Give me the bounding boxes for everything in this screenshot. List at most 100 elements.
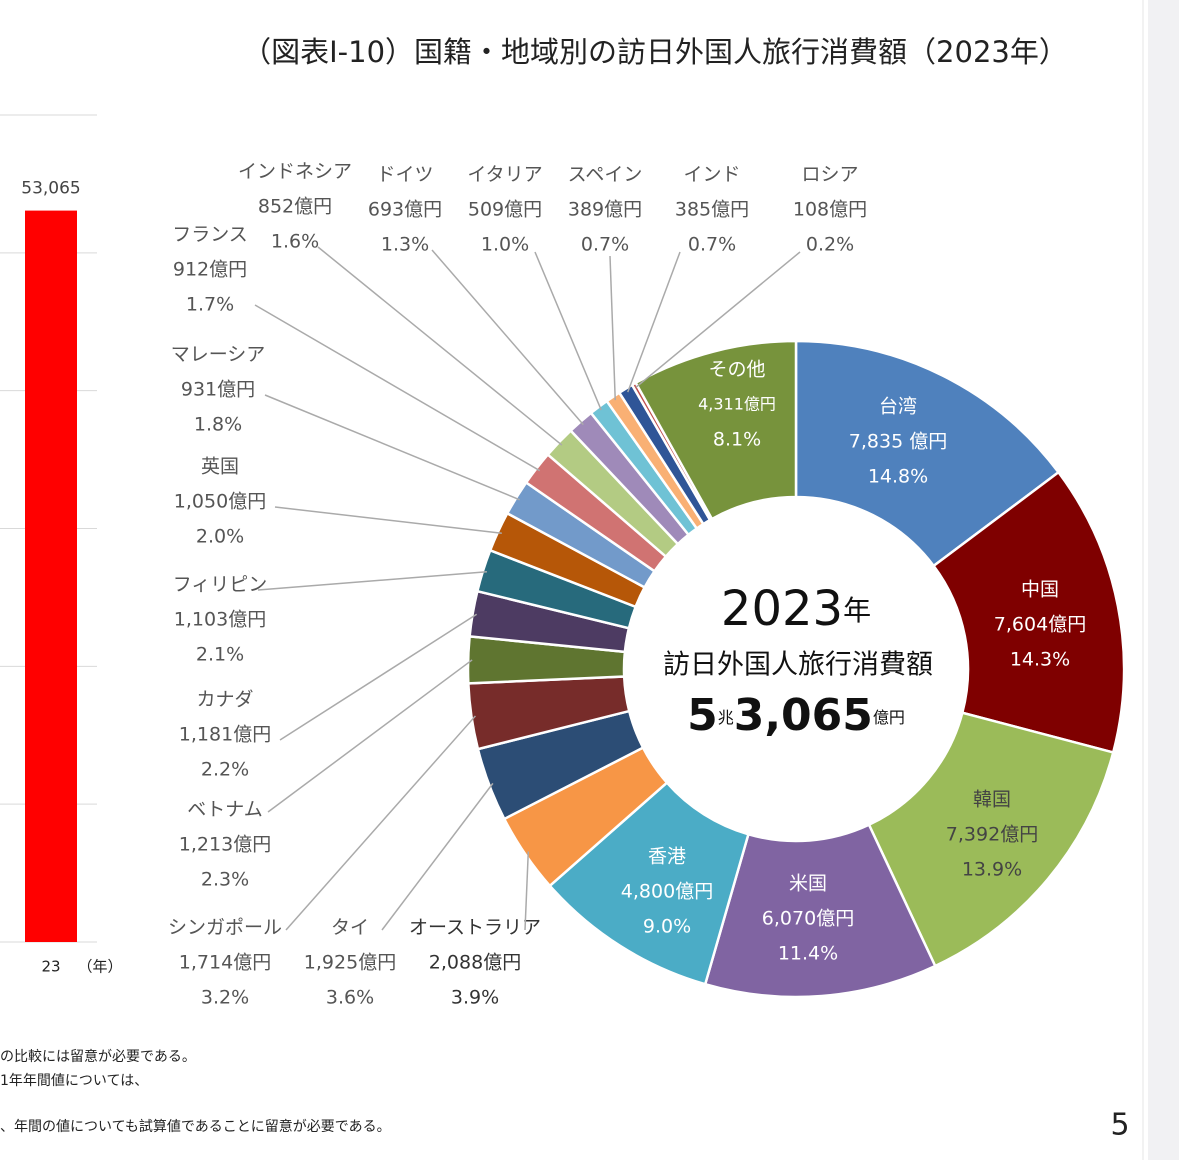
value-label: 7,392億円 [946, 824, 1038, 846]
category-label: ロシア [801, 164, 858, 186]
leader-line [524, 851, 530, 931]
category-label: イタリア [467, 164, 542, 186]
share-label: 1.3% [381, 234, 429, 256]
share-label: 14.8% [868, 466, 928, 488]
footnote: 、年間の値についても試算値であることに留意が必要である。 [0, 1118, 391, 1135]
category-label: インド [683, 164, 740, 186]
donut-slice [794, 339, 1061, 568]
share-label: 2.1% [196, 644, 244, 666]
leader-line [257, 570, 488, 591]
total-trillion: 5 [687, 690, 718, 741]
share-label: 2.3% [201, 869, 249, 891]
share-label: 1.7% [186, 294, 234, 316]
value-label: 4,800億円 [621, 881, 713, 903]
value-label: 1,103億円 [174, 609, 266, 631]
center-total: 5兆3,065億円 [687, 690, 905, 741]
leader-line [635, 251, 801, 388]
chart-title: （図表Ⅰ-10）国籍・地域別の訪日外国人旅行消費額（2023年） [242, 35, 1068, 69]
share-label: 1.6% [271, 231, 319, 253]
leader-line [609, 255, 616, 401]
share-label: 9.0% [643, 916, 691, 938]
share-label: 8.1% [713, 429, 761, 451]
share-label: 3.2% [201, 987, 249, 1009]
share-label: 0.7% [688, 234, 736, 256]
value-label: 912億円 [173, 259, 247, 281]
category-label: 香港 [648, 846, 686, 868]
value-label: 108億円 [793, 199, 867, 221]
total-trillion-unit: 兆 [718, 708, 734, 727]
category-label: フランス [172, 224, 248, 246]
year: 2023 [721, 581, 843, 637]
value-label: 2,088億円 [429, 952, 521, 974]
category-label: ベトナム [187, 799, 262, 821]
leader-line [317, 246, 563, 446]
footnote: の比較には留意が必要である。 [0, 1048, 196, 1065]
category-label: フィリピン [173, 574, 268, 596]
x-tick-label: 23 [41, 958, 60, 976]
leader-line [285, 715, 476, 931]
value-label: 509億円 [468, 199, 542, 221]
value-label: 931億円 [181, 379, 255, 401]
share-label: 1.0% [481, 234, 529, 256]
value-label: 1,714億円 [179, 952, 271, 974]
category-label: タイ [331, 917, 369, 939]
category-label: その他 [708, 359, 765, 381]
share-label: 2.2% [201, 759, 249, 781]
category-label: マレーシア [171, 344, 266, 366]
center-year: 2023年 [721, 581, 871, 637]
leader-line [264, 394, 521, 501]
category-label: インドネシア [238, 161, 352, 183]
leader-line [381, 782, 494, 931]
donut-slice [634, 339, 798, 521]
share-label: 0.2% [806, 234, 854, 256]
category-label: 韓国 [973, 789, 1011, 811]
leader-line [534, 251, 602, 411]
category-label: 台湾 [879, 396, 917, 418]
value-label: 1,925億円 [304, 952, 396, 974]
category-label: 英国 [201, 456, 239, 478]
value-label: 4,311億円 [698, 395, 776, 414]
leader-line [254, 304, 541, 472]
data-label: 53,065 [21, 179, 80, 199]
value-label: 389億円 [568, 199, 642, 221]
value-label: 852億円 [258, 196, 332, 218]
value-label: 7,835 億円 [849, 431, 947, 453]
value-label: 7,604億円 [994, 614, 1086, 636]
share-label: 13.9% [962, 859, 1022, 881]
share-label: 0.7% [581, 234, 629, 256]
leader-line [627, 251, 681, 393]
value-label: 1,050億円 [174, 491, 266, 513]
donut-slice [867, 711, 1115, 968]
value-label: 6,070億円 [762, 908, 854, 930]
share-label: 3.9% [451, 987, 499, 1009]
leader-line [274, 506, 502, 534]
category-label: 米国 [789, 873, 827, 895]
value-label: 1,213億円 [179, 834, 271, 856]
leader-line [267, 659, 473, 813]
page-number: 5 [1110, 1108, 1129, 1143]
total-rest-unit: 億円 [873, 708, 905, 727]
donut-slice [931, 470, 1126, 754]
scrollbar [1148, 0, 1179, 1160]
category-label: カナダ [196, 689, 253, 711]
leader-line [279, 613, 478, 741]
total-rest: 3,065 [734, 690, 873, 741]
category-label: オーストラリア [409, 917, 541, 939]
share-label: 2.0% [196, 526, 244, 548]
category-label: シンガポール [168, 917, 282, 939]
bar [25, 210, 77, 943]
share-label: 1.8% [194, 414, 242, 436]
value-label: 385億円 [675, 199, 749, 221]
footnote: 1年年間値については、 [0, 1073, 148, 1089]
center-caption: 訪日外国人旅行消費額 [663, 650, 933, 681]
leader-line [431, 249, 584, 426]
value-label: 693億円 [368, 199, 442, 221]
year-unit: 年 [843, 594, 871, 627]
category-label: ドイツ [376, 164, 433, 186]
x-axis-unit: （年） [77, 958, 122, 976]
share-label: 14.3% [1010, 649, 1070, 671]
value-label: 1,181億円 [179, 724, 271, 746]
share-label: 11.4% [778, 943, 838, 965]
